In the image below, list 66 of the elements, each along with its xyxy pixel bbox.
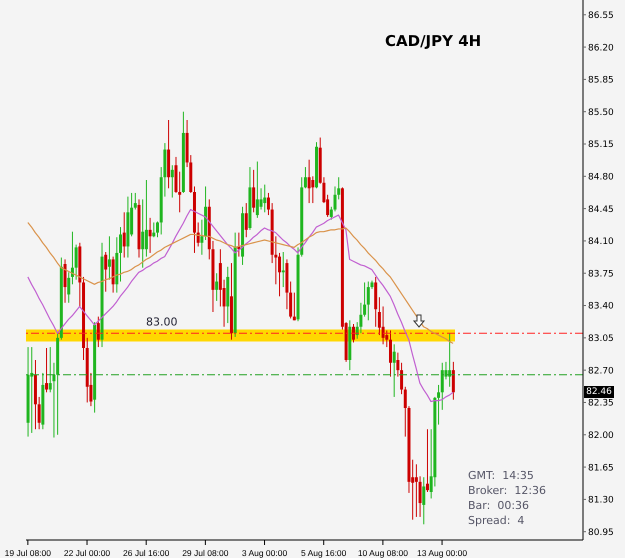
x-tick-label: 13 Aug 00:00 (417, 548, 468, 558)
candlestick (45, 348, 48, 393)
candlestick (67, 272, 70, 304)
candlestick (263, 184, 266, 213)
x-tick-label: 19 Jul 08:00 (4, 548, 52, 558)
y-tick-label: 84.45 (588, 204, 614, 215)
y-tick-label: 84.10 (588, 237, 614, 248)
candlestick (308, 159, 311, 204)
candlestick (152, 222, 156, 238)
y-tick-label: 82.70 (588, 366, 614, 376)
y-tick-label: 85.15 (588, 140, 614, 150)
y-tick-label: 82.00 (588, 430, 614, 441)
y-tick-label: 84.80 (588, 172, 614, 183)
candlestick (104, 252, 108, 292)
text: 82.46 (584, 386, 614, 398)
y-tick-label: 83.75 (588, 269, 614, 280)
candlestick (96, 316, 100, 348)
candlestick (282, 252, 285, 288)
candlestick (452, 361, 455, 400)
y-tick-label: 80.95 (588, 528, 614, 538)
candlestick (414, 464, 418, 518)
y-tick-label: 85.85 (588, 76, 614, 86)
x-tick-label: 22 Jul 00:00 (64, 548, 110, 558)
line-series (27, 222, 454, 344)
y-tick-label: 86.20 (588, 43, 614, 54)
y-tick-label: 85.50 (588, 108, 614, 118)
candlestick (244, 202, 248, 238)
candlestick (426, 428, 429, 492)
x-tick-label: 29 Jul 08:00 (182, 548, 229, 558)
candlestick (392, 344, 396, 398)
candlestick (215, 272, 218, 302)
candlestick (108, 236, 111, 280)
candlestick (422, 476, 426, 525)
candlestick (64, 258, 67, 304)
x-tick-label: 3 Aug 00:00 (242, 548, 288, 558)
text: GMT: 14:35 (468, 468, 535, 483)
y-tick-label: 81.30 (588, 496, 614, 506)
candlestick (144, 180, 148, 258)
candlestick (366, 281, 370, 321)
candlestick (148, 217, 152, 254)
y-tick-label: 83.40 (588, 302, 614, 312)
candlestick (292, 292, 296, 321)
candlestick (256, 161, 259, 218)
x-tick-label: 26 Jul 16:00 (123, 548, 170, 558)
text: CAD/JPY 4H (385, 32, 482, 50)
y-tick-label: 83.05 (588, 334, 614, 344)
candlestick (388, 330, 392, 378)
candlestick (134, 192, 137, 210)
candlestick (304, 166, 307, 189)
candlestick (48, 346, 52, 393)
candlestick (440, 362, 444, 410)
candlestick (122, 212, 126, 258)
text: Broker: 12:36 (468, 483, 546, 498)
y-tick-label: 86.55 (588, 10, 614, 21)
x-tick-label: 5 Aug 16:00 (301, 548, 347, 558)
line-series (27, 208, 454, 402)
text: Bar: 00:36 (468, 498, 530, 513)
band-label: 83.00 (146, 316, 178, 329)
y-tick-label: 81.65 (588, 463, 614, 474)
candlestick (141, 198, 144, 268)
y-tick-label: 82.35 (588, 398, 614, 409)
candlestick (170, 164, 174, 198)
candlestick (252, 169, 256, 213)
candlestick (311, 176, 314, 204)
x-tick-label: 10 Aug 08:00 (358, 548, 408, 558)
text: Spread: 4 (468, 513, 526, 528)
